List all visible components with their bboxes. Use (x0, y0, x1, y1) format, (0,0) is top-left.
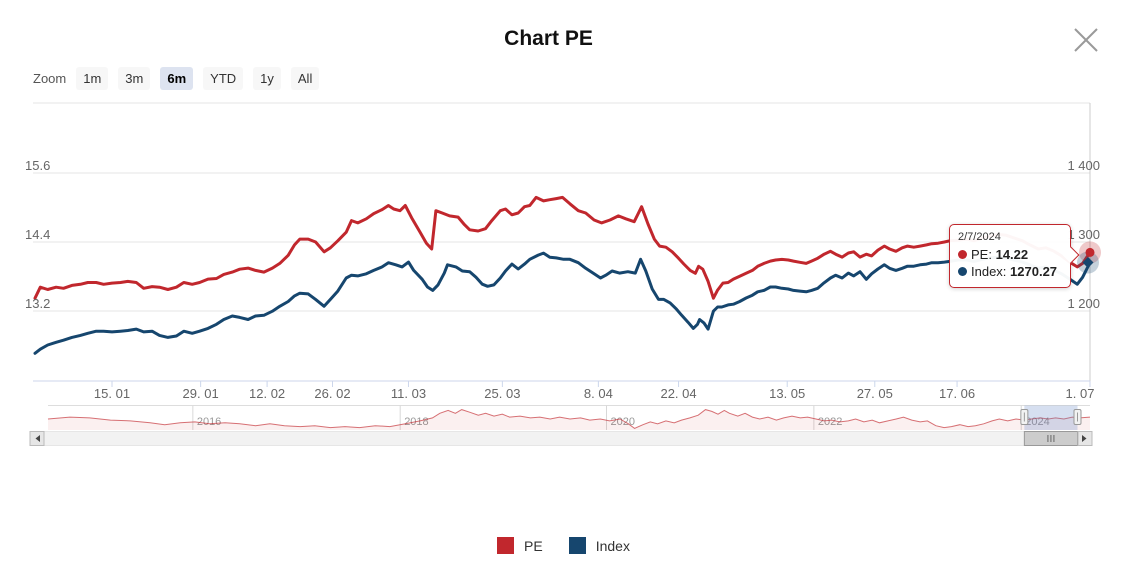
navigator-year-label: 2020 (611, 416, 635, 428)
scrollbar-track[interactable] (43, 431, 1079, 446)
left-axis-label: 15.6 (25, 158, 50, 173)
legend-item-pe[interactable]: PE (497, 537, 543, 554)
x-axis-label: 8. 04 (584, 386, 613, 401)
pe-legend-label: PE (524, 537, 543, 554)
x-axis-label: 11. 03 (391, 386, 426, 401)
page-title: Chart PE (504, 27, 593, 50)
range-button-ytd[interactable]: YTD (203, 67, 244, 90)
tooltip-row-pe: PE: 14.22 (958, 246, 1062, 263)
tooltip-date: 2/7/2024 (958, 231, 1001, 243)
x-axis-label: 12. 02 (249, 386, 285, 401)
navigator-selection[interactable] (1024, 405, 1078, 431)
index-point-marker[interactable] (1082, 257, 1094, 269)
legend-item-index[interactable]: Index (568, 537, 630, 554)
x-axis-label: 22. 04 (660, 386, 696, 401)
pe-series-bullet (958, 250, 967, 259)
index-legend-swatch (568, 537, 586, 554)
pe-series-line[interactable] (33, 195, 1092, 300)
index-legend-label: Index (595, 537, 630, 554)
range-button-6m[interactable]: 6m (160, 67, 194, 90)
navigator-year-label: 2016 (197, 416, 221, 428)
navigator-year-label: 2022 (818, 416, 842, 428)
range-selector: Zoom 1m 3m 6m YTD 1y All (33, 67, 329, 90)
close-button[interactable] (1072, 26, 1100, 54)
tooltip-index-value: 1270.27 (1010, 264, 1058, 279)
legend: PE Index (0, 537, 1127, 554)
range-button-3m[interactable]: 3m (118, 67, 151, 90)
chart-tooltip: 2/7/2024 PE: 14.22 Index: 1270.27 (949, 224, 1079, 288)
tooltip-pe-value: 14.22 (995, 247, 1029, 262)
x-axis-label: 13. 05 (769, 386, 805, 401)
tooltip-index-label: Index: (971, 264, 1007, 279)
tooltip-row-index: Index: 1270.27 (958, 263, 1062, 280)
x-axis-label: 26. 02 (314, 386, 350, 401)
navigator-area[interactable] (48, 409, 1090, 430)
scrollbar-right-arrow-icon (1082, 435, 1087, 442)
right-axis-label: 1 300 (1067, 227, 1100, 242)
scrollbar-left-arrow-icon (35, 435, 40, 442)
range-button-1m[interactable]: 1m (76, 67, 109, 90)
pe-point-marker[interactable] (1085, 247, 1095, 257)
navigator-line (47, 409, 1091, 429)
zoom-label: Zoom (33, 71, 67, 86)
left-axis-label: 13.2 (25, 296, 50, 311)
range-button-all[interactable]: All (290, 67, 320, 90)
right-axis-label: 1 200 (1067, 296, 1100, 311)
x-axis-label: 27. 05 (857, 386, 893, 401)
x-axis-label: 1. 07 (1066, 386, 1095, 401)
index-series-line[interactable] (33, 251, 1092, 355)
close-icon (1074, 28, 1098, 52)
chart-canvas: 15. 01 29. 01 12. 02 26. 02 11. 03 25. 03 8. 0… (25, 102, 1101, 446)
index-series-bullet (958, 267, 967, 276)
range-button-1y[interactable]: 1y (253, 67, 281, 90)
pe-legend-swatch (497, 537, 515, 554)
left-axis-label: 14.4 (25, 227, 50, 242)
x-axis-label: 29. 01 (183, 386, 219, 401)
tooltip-pe-label: PE: (971, 247, 992, 262)
right-axis-label: 1 400 (1067, 158, 1100, 173)
x-axis-label: 25. 03 (484, 386, 520, 401)
x-axis-label: 15. 01 (94, 386, 130, 401)
x-axis-label: 17. 06 (939, 386, 975, 401)
